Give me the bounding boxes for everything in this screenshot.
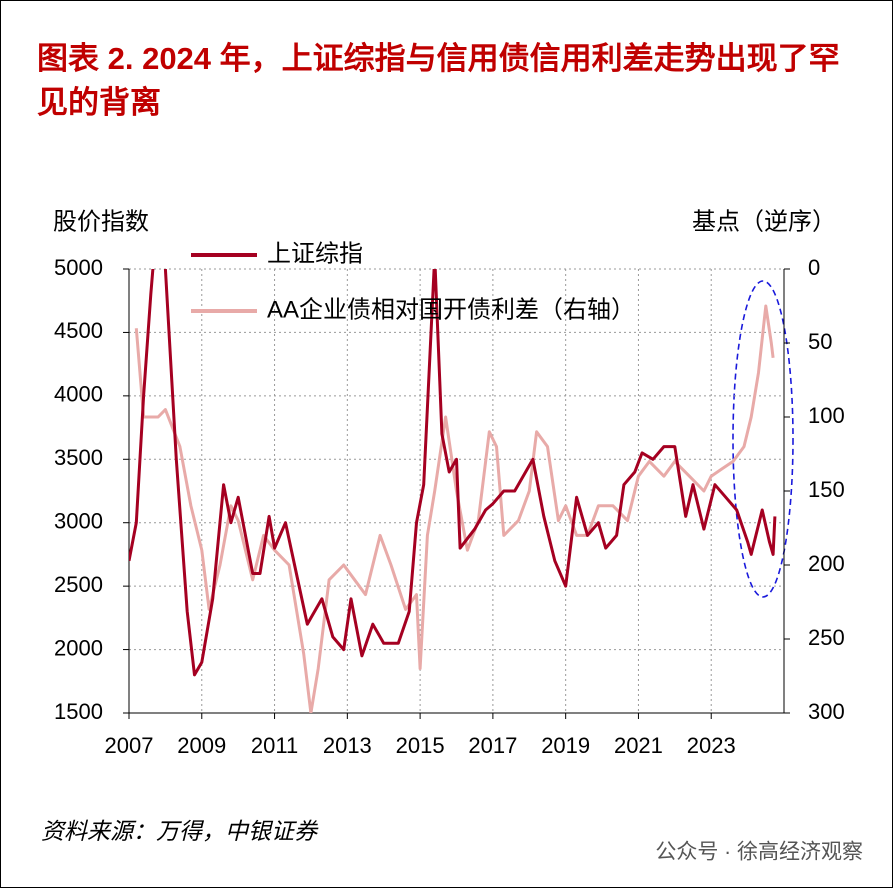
y2-tick-label: 150: [808, 477, 845, 502]
y2-tick-label: 300: [808, 699, 845, 724]
y2-tick-label: 100: [808, 403, 845, 428]
x-tick-label: 2009: [177, 733, 226, 758]
y2-axis-label: 基点（逆序）: [692, 208, 836, 235]
x-tick-label: 2013: [323, 733, 372, 758]
x-tick-label: 2007: [105, 733, 154, 758]
highlight-ellipse: [732, 280, 794, 598]
series-line: [134, 304, 775, 713]
series-line: [129, 269, 777, 677]
y-tick-label: 2000: [54, 635, 103, 660]
legend-label: AA企业债相对国开债利差（右轴）: [267, 296, 635, 323]
y2-tick-label: 200: [808, 551, 845, 576]
y-tick-label: 2500: [54, 572, 103, 597]
x-tick-label: 2015: [396, 733, 445, 758]
y-tick-label: 4500: [54, 318, 103, 343]
watermark: 公众号 · 徐高经济观察: [655, 841, 863, 864]
y-tick-label: 3500: [54, 445, 103, 470]
y2-tick-label: 250: [808, 625, 845, 650]
title-box: 图表 2. 2024 年，上证综指与信用债信用利差走势出现了罕见的背离: [37, 41, 840, 120]
chart-title: 图表 2. 2024 年，上证综指与信用债信用利差走势出现了罕见的背离: [37, 41, 840, 120]
y-tick-label: 5000: [54, 255, 103, 280]
x-tick-label: 2023: [687, 733, 736, 758]
y2-tick-label: 50: [808, 329, 832, 354]
y-tick-label: 1500: [54, 699, 103, 724]
x-tick-label: 2019: [541, 733, 590, 758]
x-tick-label: 2021: [614, 733, 663, 758]
y-tick-label: 4000: [54, 382, 103, 407]
x-tick-label: 2011: [251, 733, 298, 758]
y2-tick-label: 0: [808, 255, 820, 280]
y-axis-label: 股价指数: [53, 208, 149, 235]
x-tick-label: 2017: [468, 733, 517, 758]
source: 资料来源：万得，中银证券: [41, 818, 319, 844]
plot-area: [129, 269, 777, 713]
legend-label: 上证综指: [267, 240, 363, 267]
y-tick-label: 3000: [54, 509, 103, 534]
